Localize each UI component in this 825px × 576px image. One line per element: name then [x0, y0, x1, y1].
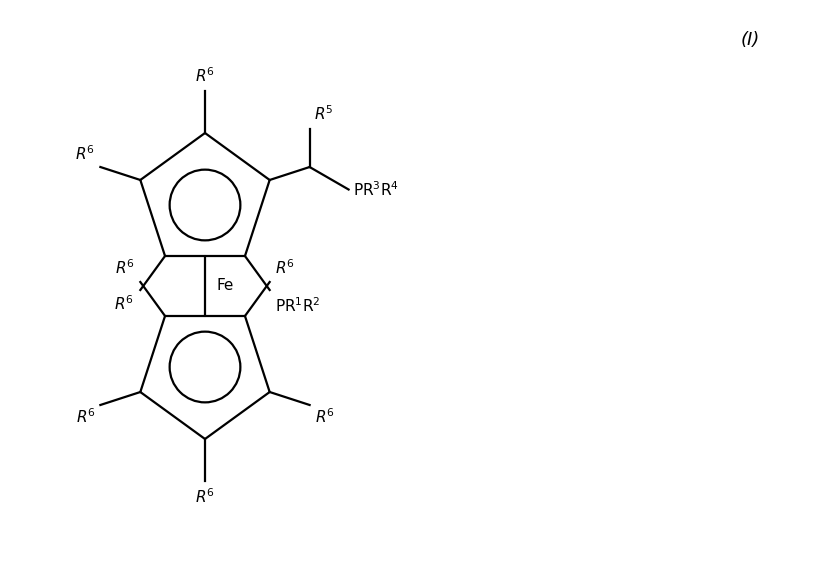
Text: PR$^1$R$^2$: PR$^1$R$^2$	[275, 296, 320, 314]
Text: $R^6$: $R^6$	[76, 407, 96, 426]
Text: $R^6$: $R^6$	[195, 487, 215, 506]
Text: $R^6$: $R^6$	[195, 66, 215, 85]
Text: $R^6$: $R^6$	[74, 145, 94, 163]
Text: $R^6$: $R^6$	[115, 294, 134, 313]
Text: PR$^3$R$^4$: PR$^3$R$^4$	[352, 180, 398, 199]
Text: (I): (I)	[741, 31, 760, 49]
Text: Fe: Fe	[217, 279, 234, 294]
Text: $R^6$: $R^6$	[314, 407, 334, 426]
Text: $R^5$: $R^5$	[314, 104, 333, 123]
Text: $R^6$: $R^6$	[116, 258, 135, 277]
Text: $R^6$: $R^6$	[275, 258, 295, 277]
